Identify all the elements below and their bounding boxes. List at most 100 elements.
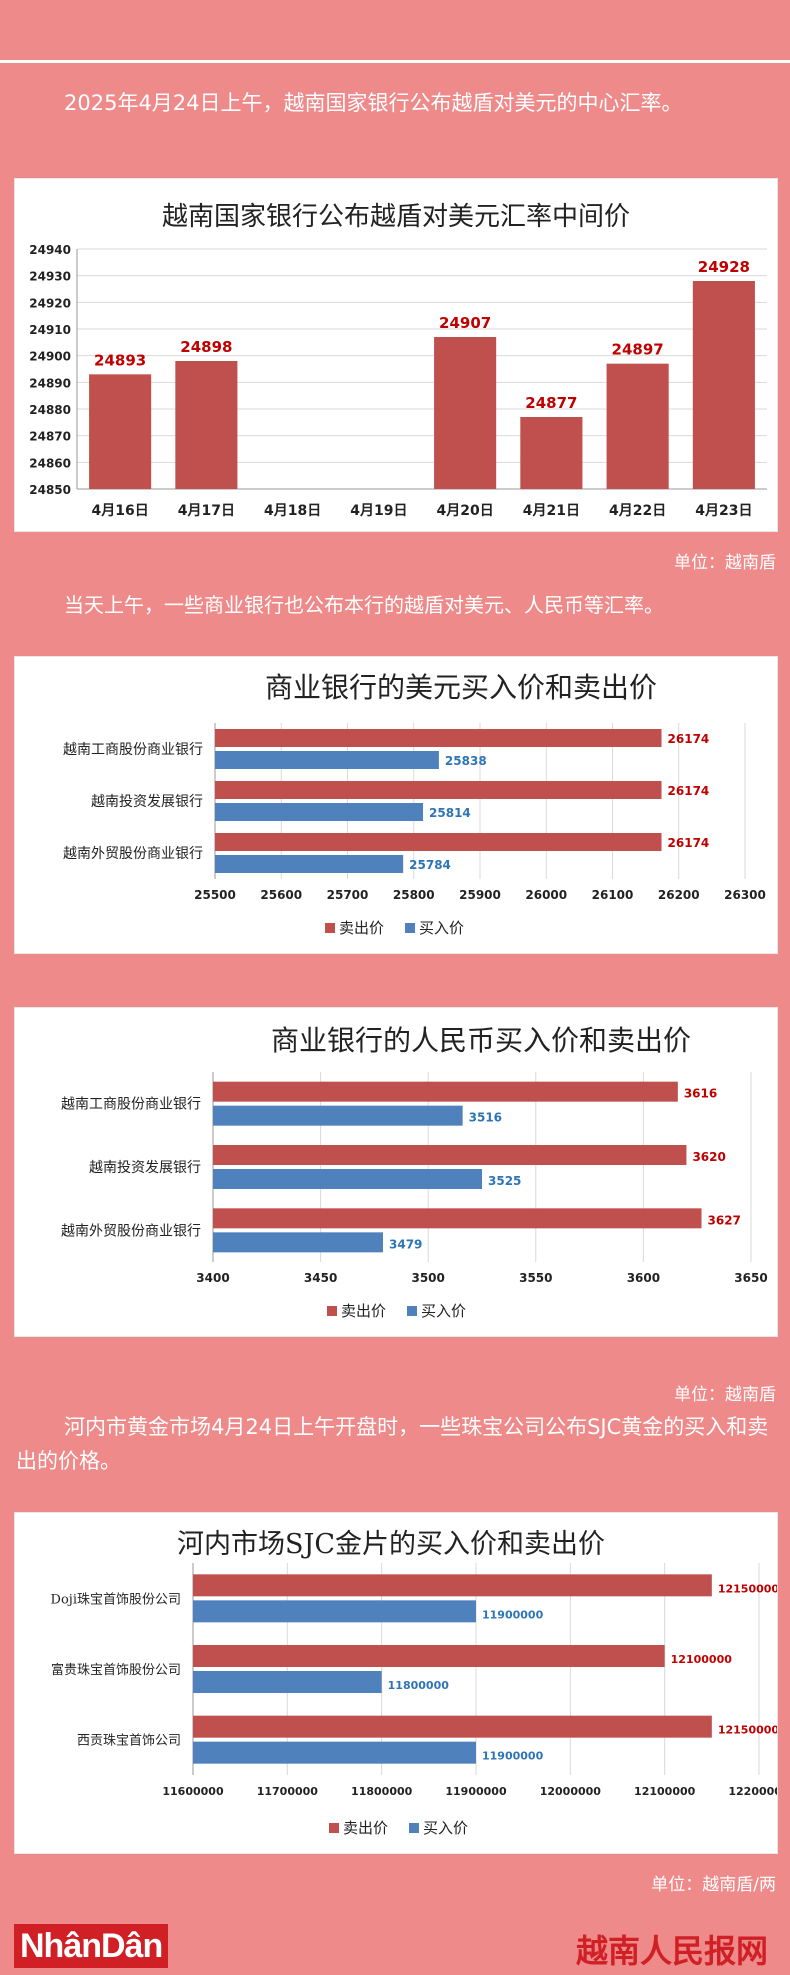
x-tick-label: 26300 <box>724 888 766 902</box>
bar-data-label: 12150000 <box>718 1582 777 1595</box>
bar-sell <box>193 1574 712 1597</box>
category-label: 越南工商股份商业银行 <box>61 1097 201 1113</box>
category-label: 越南工商股份商业银行 <box>63 742 203 758</box>
y-tick-label: 24910 <box>29 323 71 337</box>
bar-sell <box>213 1208 702 1229</box>
bar-buy <box>215 803 424 821</box>
bar-data-label: 3479 <box>389 1237 422 1251</box>
x-tick-label: 4月21日 <box>523 503 580 519</box>
y-tick-label: 24860 <box>29 456 71 470</box>
bar-data-label: 3616 <box>684 1087 717 1101</box>
x-tick-label: 4月19日 <box>350 503 407 519</box>
bar-data-label: 24898 <box>180 338 232 356</box>
y-tick-label: 24870 <box>29 430 71 444</box>
x-tick-label: 3650 <box>734 1271 767 1285</box>
legend-label: 买入价 <box>421 1302 466 1320</box>
bar-data-label: 3516 <box>469 1111 502 1125</box>
bar-data-label: 24907 <box>439 314 491 332</box>
chart-panel-cny: 商业银行的人民币买入价和卖出价 3400 3450 3500 3550 3600 3650 越… <box>14 1007 778 1337</box>
bar-data-label: 25784 <box>409 858 451 872</box>
y-tick-label: 24850 <box>29 483 71 497</box>
bar-data-label: 3525 <box>488 1174 521 1188</box>
intro-text: 2025年4月24日上午，越南国家银行公布越盾对美元的中心汇率。 <box>64 91 683 115</box>
cny-rate-chart: 商业银行的人民币买入价和卖出价 3400 3450 3500 3550 3600 3650 越… <box>61 1024 768 1320</box>
x-tick-label: 12100000 <box>634 1785 696 1798</box>
commercial-paragraph: 当天上午，一些商业银行也公布本行的越盾对美元、人民币等汇率。 <box>16 588 776 622</box>
site-logo-text: 越南人民报网 <box>575 1932 768 1970</box>
x-tick-label: 3600 <box>627 1271 660 1285</box>
bar-buy <box>193 1741 476 1764</box>
x-tick-label: 4月18日 <box>264 503 321 519</box>
bar-data-label: 3620 <box>692 1150 725 1164</box>
chart-title: 商业银行的人民币买入价和卖出价 <box>271 1024 691 1057</box>
x-tick-label: 12200000 <box>728 1785 777 1798</box>
x-tick-label: 26100 <box>592 888 634 902</box>
bar <box>520 417 583 489</box>
x-tick-label: 25700 <box>327 888 369 902</box>
x-tick-label: 25800 <box>393 888 435 902</box>
legend-label: 买入价 <box>423 1819 468 1837</box>
bar-data-label: 25838 <box>445 754 487 768</box>
bar <box>434 337 497 489</box>
bar-buy <box>213 1105 463 1126</box>
bar-buy <box>193 1600 476 1623</box>
x-tick-label: 12000000 <box>540 1785 602 1798</box>
x-tick-label: 3550 <box>519 1271 552 1285</box>
x-tick-label: 4月16日 <box>92 503 149 519</box>
category-label: Doji珠宝首饰股份公司 <box>51 1592 181 1607</box>
bar-sell <box>213 1145 687 1165</box>
legend-label: 卖出价 <box>339 919 384 937</box>
x-tick-label: 25500 <box>194 888 236 902</box>
x-tick-label: 11900000 <box>445 1785 507 1798</box>
bar-sell <box>215 833 662 851</box>
x-tick-label: 3400 <box>196 1271 229 1285</box>
legend-label: 卖出价 <box>343 1819 388 1837</box>
y-tick-label: 24920 <box>29 296 71 310</box>
bar-data-label: 26174 <box>668 732 710 746</box>
bar-data-label: 12100000 <box>671 1653 733 1666</box>
unit-label-1: 单位：越南盾 <box>674 553 776 573</box>
bar-sell <box>213 1081 678 1102</box>
category-label: 越南外贸股份商业银行 <box>63 846 203 862</box>
legend-swatch <box>407 1306 417 1316</box>
chart-panel-gold: 河内市场SJC金片的买入价和卖出价 11600000 11700000 1180000… <box>14 1512 778 1854</box>
bar-buy <box>213 1232 384 1253</box>
x-tick-label: 26000 <box>525 888 567 902</box>
unit-label-2: 单位：越南盾 <box>674 1385 776 1405</box>
category-label: 越南投资发展银行 <box>91 794 203 810</box>
bar-data-label: 26174 <box>668 836 710 850</box>
legend-swatch <box>325 923 335 933</box>
bar-data-label: 24897 <box>612 341 664 359</box>
chart-title: 商业银行的美元买入价和卖出价 <box>265 671 657 704</box>
x-tick-label: 4月22日 <box>609 503 666 519</box>
bar <box>89 374 152 489</box>
x-tick-label: 3500 <box>411 1271 444 1285</box>
commercial-text: 当天上午，一些商业银行也公布本行的越盾对美元、人民币等汇率。 <box>64 593 664 617</box>
legend-label: 买入价 <box>419 919 464 937</box>
gold-text: 河内市黄金市场4月24日上午开盘时，一些珠宝公司公布SJC黄金的买入和卖出的价格… <box>16 1415 769 1473</box>
bar-buy <box>215 751 439 769</box>
x-tick-label: 3450 <box>304 1271 337 1285</box>
bar-buy <box>193 1671 382 1693</box>
chart-title: 越南国家银行公布越盾对美元汇率中间价 <box>162 202 630 232</box>
x-tick-label: 4月20日 <box>437 503 494 519</box>
legend-swatch <box>405 923 415 933</box>
bar-data-label: 24877 <box>525 394 577 412</box>
legend-label: 卖出价 <box>341 1302 386 1320</box>
chart-title: 河内市场SJC金片的买入价和卖出价 <box>177 1529 605 1560</box>
legend-swatch <box>327 1306 337 1316</box>
bar <box>692 281 755 489</box>
bar-data-label: 3627 <box>708 1213 741 1227</box>
bar-data-label: 25814 <box>429 806 471 820</box>
x-tick-label: 11800000 <box>351 1785 413 1798</box>
y-tick-label: 24890 <box>29 376 71 390</box>
bar-data-label: 24928 <box>698 258 750 276</box>
bar-sell <box>193 1715 712 1738</box>
x-tick-label: 26200 <box>658 888 700 902</box>
gold-paragraph: 河内市黄金市场4月24日上午开盘时，一些珠宝公司公布SJC黄金的买入和卖出的价格… <box>16 1410 776 1478</box>
bar-data-label: 24893 <box>94 351 146 369</box>
category-label: 富贵珠宝首饰股份公司 <box>51 1662 181 1678</box>
bar-sell <box>215 729 662 747</box>
y-tick-label: 24880 <box>29 403 71 417</box>
x-tick-label: 25600 <box>260 888 302 902</box>
